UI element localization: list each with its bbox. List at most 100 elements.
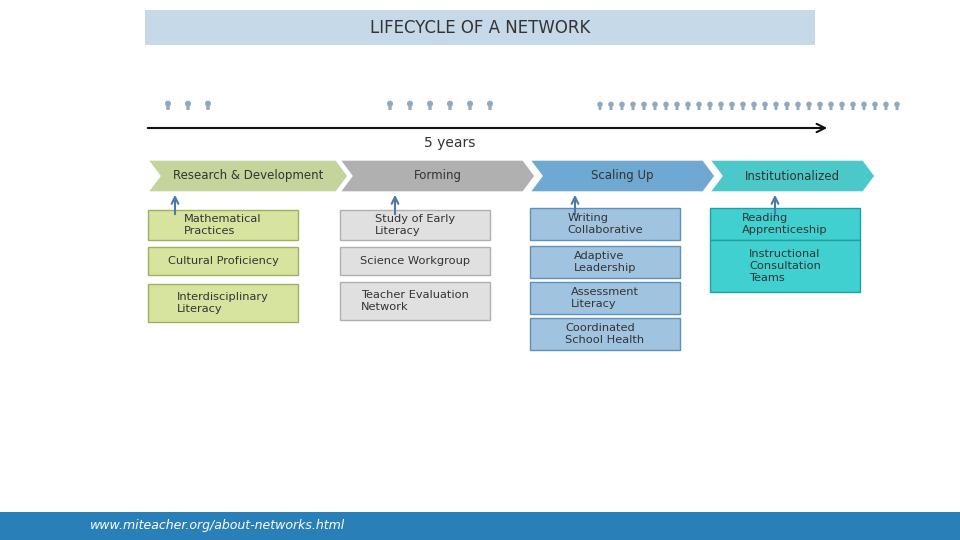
- Circle shape: [752, 102, 756, 106]
- Text: Science Workgroup: Science Workgroup: [360, 256, 470, 266]
- Circle shape: [664, 102, 668, 106]
- Circle shape: [166, 102, 170, 106]
- Circle shape: [653, 102, 657, 106]
- Circle shape: [708, 102, 712, 106]
- FancyBboxPatch shape: [598, 106, 602, 110]
- Polygon shape: [710, 160, 875, 192]
- Circle shape: [185, 102, 190, 106]
- FancyBboxPatch shape: [489, 106, 492, 110]
- Text: Institutionalized: Institutionalized: [745, 170, 840, 183]
- Circle shape: [408, 102, 413, 106]
- FancyBboxPatch shape: [530, 208, 680, 240]
- FancyBboxPatch shape: [710, 240, 860, 292]
- FancyBboxPatch shape: [841, 106, 844, 110]
- Text: LIFECYCLE OF A NETWORK: LIFECYCLE OF A NETWORK: [370, 19, 590, 37]
- Circle shape: [796, 102, 800, 106]
- FancyBboxPatch shape: [530, 246, 680, 278]
- Text: 5 years: 5 years: [424, 136, 476, 150]
- FancyBboxPatch shape: [829, 106, 832, 110]
- Circle shape: [862, 102, 866, 106]
- Circle shape: [730, 102, 734, 106]
- Circle shape: [631, 102, 636, 106]
- Text: Study of Early
Literacy: Study of Early Literacy: [375, 214, 455, 236]
- Text: Interdisciplinary
Literacy: Interdisciplinary Literacy: [177, 292, 269, 314]
- FancyBboxPatch shape: [148, 247, 298, 275]
- Circle shape: [895, 102, 900, 106]
- Circle shape: [685, 102, 690, 106]
- Text: Writing
Collaborative: Writing Collaborative: [567, 213, 643, 235]
- FancyBboxPatch shape: [428, 106, 432, 110]
- FancyBboxPatch shape: [148, 210, 298, 240]
- Text: Coordinated
School Health: Coordinated School Health: [565, 323, 644, 345]
- Text: Adaptive
Leadership: Adaptive Leadership: [574, 251, 636, 273]
- Circle shape: [427, 102, 432, 106]
- Circle shape: [675, 102, 679, 106]
- FancyBboxPatch shape: [785, 106, 788, 110]
- FancyBboxPatch shape: [148, 284, 298, 322]
- Text: Mathematical
Practices: Mathematical Practices: [184, 214, 262, 236]
- FancyBboxPatch shape: [884, 106, 887, 110]
- Circle shape: [598, 102, 602, 106]
- Text: www.miteacher.org/about-networks.html: www.miteacher.org/about-networks.html: [90, 519, 346, 532]
- FancyBboxPatch shape: [166, 106, 170, 110]
- FancyBboxPatch shape: [340, 210, 490, 240]
- Circle shape: [851, 102, 855, 106]
- Text: Scaling Up: Scaling Up: [591, 170, 654, 183]
- FancyBboxPatch shape: [874, 106, 876, 110]
- Circle shape: [873, 102, 877, 106]
- FancyBboxPatch shape: [698, 106, 701, 110]
- FancyBboxPatch shape: [852, 106, 854, 110]
- FancyBboxPatch shape: [708, 106, 711, 110]
- FancyBboxPatch shape: [753, 106, 756, 110]
- FancyBboxPatch shape: [896, 106, 899, 110]
- FancyBboxPatch shape: [819, 106, 822, 110]
- Text: Teacher Evaluation
Network: Teacher Evaluation Network: [361, 290, 468, 312]
- FancyBboxPatch shape: [145, 10, 815, 45]
- Circle shape: [205, 102, 210, 106]
- FancyBboxPatch shape: [775, 106, 778, 110]
- FancyBboxPatch shape: [797, 106, 800, 110]
- FancyBboxPatch shape: [676, 106, 679, 110]
- Circle shape: [388, 102, 393, 106]
- FancyBboxPatch shape: [710, 208, 860, 240]
- Circle shape: [741, 102, 745, 106]
- Circle shape: [785, 102, 789, 106]
- Text: Research & Development: Research & Development: [173, 170, 324, 183]
- FancyBboxPatch shape: [862, 106, 866, 110]
- Text: Assessment
Literacy: Assessment Literacy: [571, 287, 639, 309]
- FancyBboxPatch shape: [186, 106, 190, 110]
- FancyBboxPatch shape: [468, 106, 471, 110]
- FancyBboxPatch shape: [340, 247, 490, 275]
- FancyBboxPatch shape: [664, 106, 667, 110]
- Text: Forming: Forming: [414, 170, 462, 183]
- FancyBboxPatch shape: [340, 282, 490, 320]
- Circle shape: [774, 102, 778, 106]
- Circle shape: [840, 102, 844, 106]
- Circle shape: [763, 102, 767, 106]
- Circle shape: [818, 102, 822, 106]
- FancyBboxPatch shape: [620, 106, 623, 110]
- FancyBboxPatch shape: [610, 106, 612, 110]
- FancyBboxPatch shape: [530, 282, 680, 314]
- FancyBboxPatch shape: [807, 106, 810, 110]
- FancyBboxPatch shape: [389, 106, 392, 110]
- FancyBboxPatch shape: [731, 106, 733, 110]
- Circle shape: [468, 102, 472, 106]
- FancyBboxPatch shape: [642, 106, 645, 110]
- FancyBboxPatch shape: [632, 106, 635, 110]
- Circle shape: [719, 102, 723, 106]
- Polygon shape: [148, 160, 348, 192]
- Circle shape: [488, 102, 492, 106]
- Circle shape: [697, 102, 701, 106]
- Polygon shape: [340, 160, 535, 192]
- Circle shape: [609, 102, 613, 106]
- Circle shape: [828, 102, 833, 106]
- Circle shape: [447, 102, 452, 106]
- FancyBboxPatch shape: [408, 106, 412, 110]
- Circle shape: [620, 102, 624, 106]
- Polygon shape: [530, 160, 715, 192]
- FancyBboxPatch shape: [741, 106, 744, 110]
- FancyBboxPatch shape: [654, 106, 657, 110]
- Text: Cultural Proficiency: Cultural Proficiency: [168, 256, 278, 266]
- FancyBboxPatch shape: [206, 106, 209, 110]
